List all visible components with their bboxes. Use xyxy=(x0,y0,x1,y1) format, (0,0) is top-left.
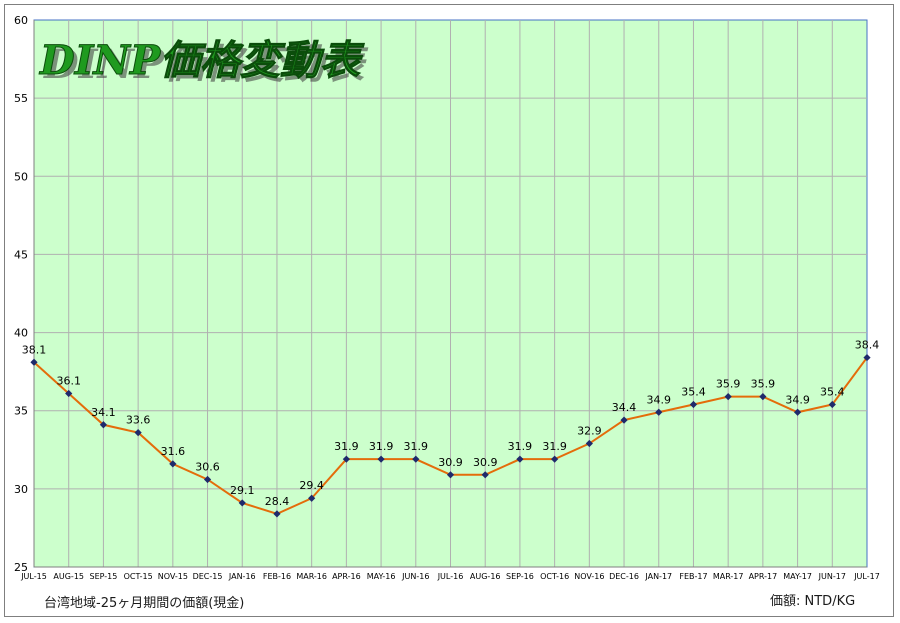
x-axis-ticks: JUL-15 AUG-15 SEP-15 OCT-15 NOV-15 DEC-15 JAN-… xyxy=(20,572,880,581)
data-label: 29.1 xyxy=(230,484,255,497)
x-tick-label: SEP-16 xyxy=(506,572,534,581)
data-point xyxy=(377,455,385,463)
data-label: 30.6 xyxy=(195,460,220,473)
data-label: 34.9 xyxy=(785,393,810,406)
data-point xyxy=(134,428,142,437)
data-label: 34.1 xyxy=(91,406,116,419)
data-point xyxy=(551,455,559,463)
x-tick-label: DEC-16 xyxy=(609,572,639,581)
data-point xyxy=(65,389,73,398)
x-tick-label: NOV-16 xyxy=(574,572,604,581)
data-label: 36.1 xyxy=(56,375,81,388)
data-label: 35.4 xyxy=(681,385,706,398)
data-label: 31.9 xyxy=(542,440,567,453)
data-point xyxy=(689,400,698,409)
data-label: 31.6 xyxy=(161,445,186,458)
data-labels: 38.1 36.1 34.1 33.6 31.6 30.6 29.1 28.4 29.4 31.9… xyxy=(22,339,880,508)
data-label: 35.4 xyxy=(820,385,845,398)
y-tick-label: 45 xyxy=(14,248,28,261)
data-label: 31.9 xyxy=(404,440,429,453)
data-point xyxy=(516,455,524,463)
y-tick-label: 55 xyxy=(14,92,28,105)
x-tick-label: MAR-17 xyxy=(713,572,744,581)
data-point xyxy=(863,353,871,362)
data-point xyxy=(169,460,177,468)
x-tick-label: SEP-15 xyxy=(89,572,117,581)
y-tick-label: 60 xyxy=(14,14,28,27)
data-label: 30.9 xyxy=(438,456,463,469)
x-tick-label: MAR-16 xyxy=(296,572,327,581)
data-label: 35.9 xyxy=(751,378,776,391)
data-point xyxy=(342,455,350,463)
data-label: 33.6 xyxy=(126,414,151,427)
data-point xyxy=(620,416,628,424)
data-point xyxy=(99,421,108,429)
x-tick-label: AUG-16 xyxy=(470,572,501,581)
y-axis-ticks: 25 30 35 40 45 50 55 60 xyxy=(14,14,28,574)
x-tick-label: FEB-16 xyxy=(263,572,291,581)
y-tick-label: 35 xyxy=(14,405,28,418)
x-tick-label: APR-16 xyxy=(332,572,361,581)
y-tick-label: 25 xyxy=(14,561,28,574)
data-label: 38.1 xyxy=(22,343,47,356)
x-tick-label: JAN-17 xyxy=(644,572,672,581)
footnote-right: 価額: NTD/KG xyxy=(770,594,856,609)
x-tick-label: NOV-15 xyxy=(158,572,188,581)
data-point xyxy=(273,510,281,518)
data-label: 35.9 xyxy=(716,378,741,391)
x-tick-label: JUN-17 xyxy=(818,572,846,581)
x-tick-label: JUL-17 xyxy=(853,572,880,581)
x-tick-label: OCT-15 xyxy=(124,572,153,581)
x-tick-label: JAN-16 xyxy=(228,572,256,581)
data-label: 34.4 xyxy=(612,401,637,414)
series-markers xyxy=(30,353,871,518)
grid-lines xyxy=(33,20,867,568)
x-tick-label: JUL-16 xyxy=(437,572,464,581)
chart-title-shadow: DINP価格変動表 xyxy=(43,41,369,88)
data-point xyxy=(446,471,455,479)
x-tick-label: MAY-16 xyxy=(367,572,396,581)
data-point xyxy=(203,475,212,484)
data-point xyxy=(412,455,420,463)
data-point xyxy=(481,471,489,479)
data-point xyxy=(30,358,38,366)
data-label: 31.9 xyxy=(369,440,394,453)
chart-title: DINP価格変動表 xyxy=(39,37,365,84)
data-point xyxy=(238,499,246,507)
x-tick-label: OCT-16 xyxy=(540,572,569,581)
x-tick-label: FEB-17 xyxy=(679,572,707,581)
data-label: 30.9 xyxy=(473,456,498,469)
data-label: 28.4 xyxy=(265,495,290,508)
x-tick-label: JUN-16 xyxy=(401,572,429,581)
data-point xyxy=(759,393,767,401)
x-tick-label: APR-17 xyxy=(749,572,778,581)
data-label: 31.9 xyxy=(508,440,533,453)
data-point xyxy=(724,393,732,401)
data-point xyxy=(308,494,316,502)
data-point xyxy=(655,408,663,416)
x-tick-label: AUG-15 xyxy=(53,572,84,581)
data-label: 38.4 xyxy=(855,339,880,352)
x-tick-label: DEC-15 xyxy=(193,572,223,581)
data-point xyxy=(793,408,802,416)
data-label: 31.9 xyxy=(334,440,359,453)
data-label: 29.4 xyxy=(299,479,324,492)
footnote-left: 台湾地域-25ヶ月期間の価額(現金) xyxy=(44,596,245,611)
x-tick-label: JUL-15 xyxy=(20,572,47,581)
y-tick-label: 40 xyxy=(14,327,28,340)
data-label: 32.9 xyxy=(577,425,602,438)
y-tick-label: 30 xyxy=(14,483,28,496)
data-point xyxy=(828,400,836,409)
x-tick-label: MAY-17 xyxy=(783,572,812,581)
data-point xyxy=(585,439,593,448)
y-tick-label: 50 xyxy=(14,170,28,183)
data-label: 34.9 xyxy=(647,393,672,406)
